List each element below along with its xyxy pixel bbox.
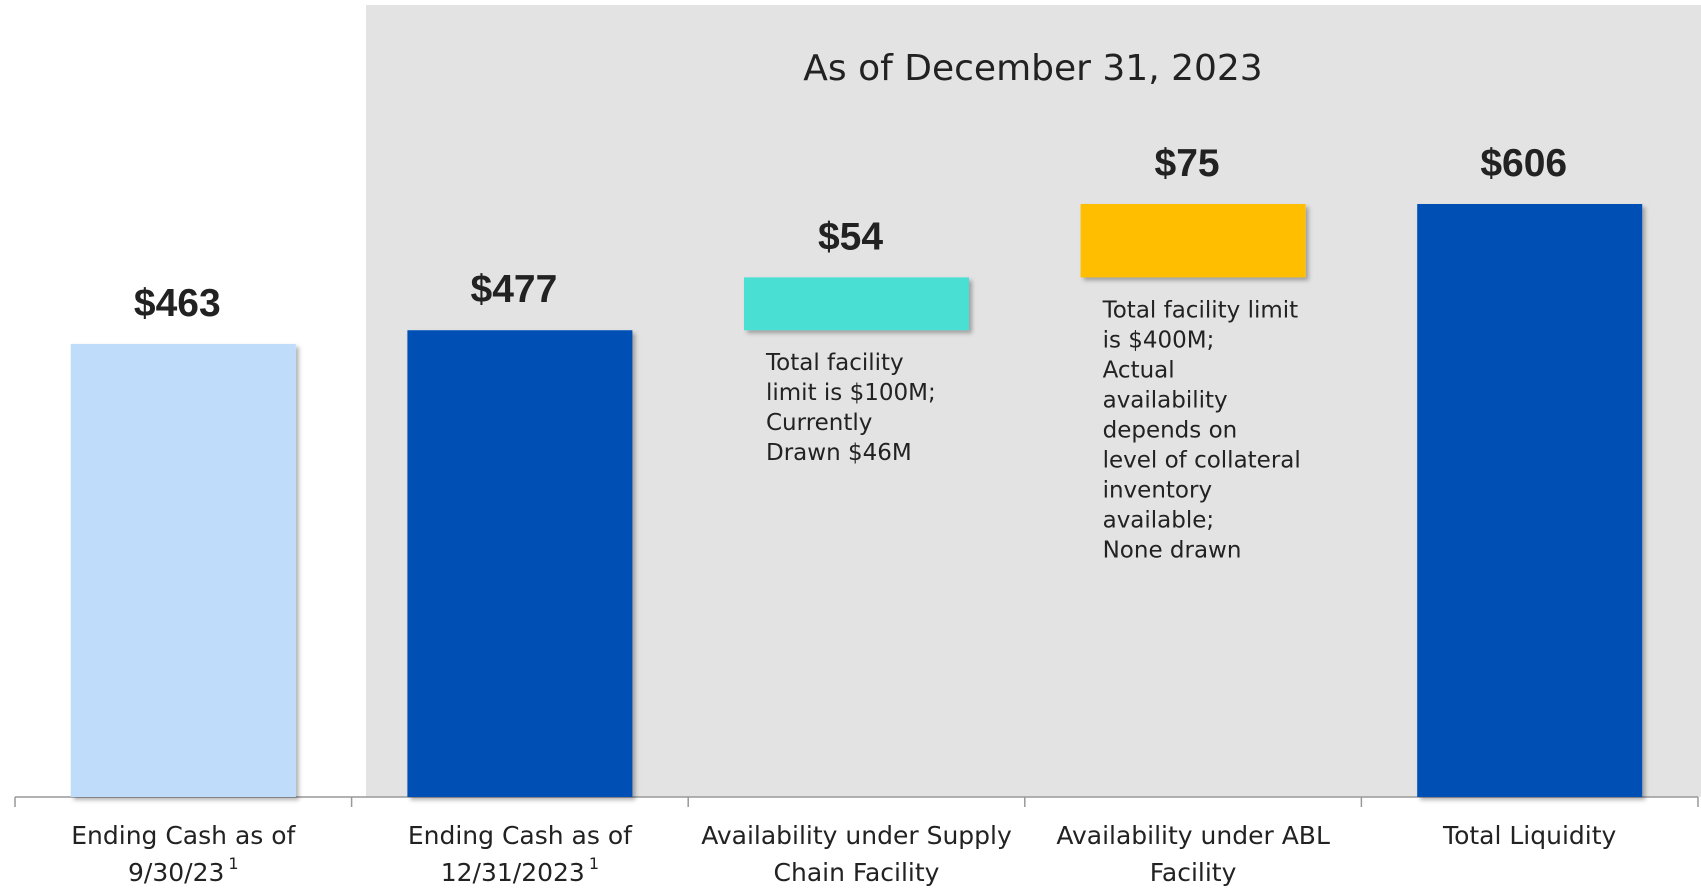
x-tick-label-text: 9/30/23 — [128, 858, 224, 887]
x-tick-label: Chain Facility — [774, 858, 940, 887]
x-tick-label-text: Availability under ABL — [1056, 821, 1330, 850]
x-tick-label-text: Ending Cash as of — [408, 821, 633, 850]
x-tick-label: Ending Cash as of — [71, 821, 296, 850]
x-tick-label: 9/30/23 1 — [128, 854, 239, 887]
footnote-mark: 1 — [228, 854, 238, 873]
x-tick-label: Availability under Supply — [701, 821, 1012, 850]
bar — [70, 343, 296, 797]
x-tick-label-text: Total Liquidity — [1442, 821, 1616, 850]
value-label: $54 — [818, 215, 883, 258]
x-tick-label: Total Liquidity — [1442, 821, 1616, 850]
annotation-line: Total facility — [765, 350, 904, 376]
annotation-line: available; — [1103, 507, 1215, 533]
value-label: $606 — [1480, 142, 1567, 185]
panel-title: As of December 31, 2023 — [803, 48, 1262, 89]
bar — [407, 330, 633, 797]
x-tick-label: Availability under ABL — [1056, 821, 1330, 850]
value-label: $463 — [134, 282, 221, 325]
x-tick-label: Ending Cash as of — [408, 821, 633, 850]
annotation-line: Actual — [1103, 357, 1175, 383]
annotation-line: depends on — [1103, 417, 1238, 443]
x-tick-label-text: Chain Facility — [774, 858, 940, 887]
annotation-line: is $400M; — [1103, 327, 1215, 353]
bar — [1080, 204, 1306, 278]
annotation-line: Drawn $46M — [766, 440, 912, 466]
x-tick-label-text: Availability under Supply — [701, 821, 1012, 850]
annotation-line: availability — [1103, 387, 1228, 413]
value-label: $477 — [471, 268, 558, 311]
value-label: $75 — [1155, 142, 1220, 185]
x-tick-label-text: Ending Cash as of — [71, 821, 296, 850]
annotation-line: Currently — [766, 410, 872, 436]
x-tick-label-text: 12/31/2023 — [441, 858, 585, 887]
annotation-line: level of collateral — [1103, 447, 1301, 473]
annotation-line: inventory — [1103, 477, 1212, 503]
annotation-line: Total facility limit — [1102, 297, 1299, 323]
bar — [744, 277, 969, 331]
footnote-mark: 1 — [589, 854, 599, 873]
x-tick-label: 12/31/2023 1 — [441, 854, 599, 887]
x-tick-label: Facility — [1150, 858, 1237, 887]
bar — [1417, 204, 1643, 797]
x-tick-label-text: Facility — [1150, 858, 1237, 887]
annotation-line: limit is $100M; — [766, 380, 936, 406]
annotation-line: None drawn — [1103, 537, 1242, 563]
